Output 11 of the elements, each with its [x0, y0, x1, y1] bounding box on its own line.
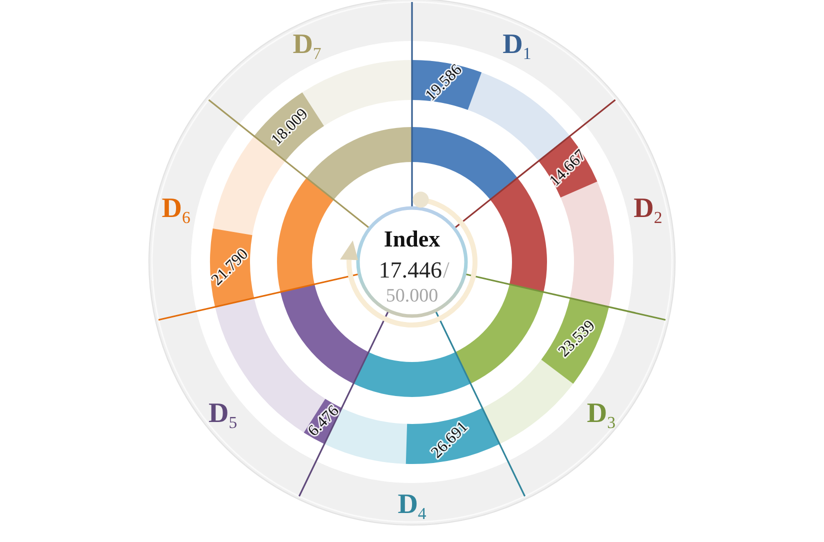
category-label: D$_{6}$: [162, 192, 190, 228]
text: Index: [384, 226, 441, 252]
category-label: D$_{5}$: [208, 397, 238, 432]
category-label: D$_{3}$: [586, 397, 616, 432]
category-label: D$_{2}$: [634, 192, 662, 228]
category-label: D$_{7}$: [292, 28, 322, 63]
text: 50.000: [386, 286, 438, 306]
category-label: D$_{1}$: [502, 28, 532, 63]
category-label: D$_{4}$: [398, 488, 427, 523]
text: /: [443, 258, 450, 282]
text: 17.446: [378, 258, 442, 282]
